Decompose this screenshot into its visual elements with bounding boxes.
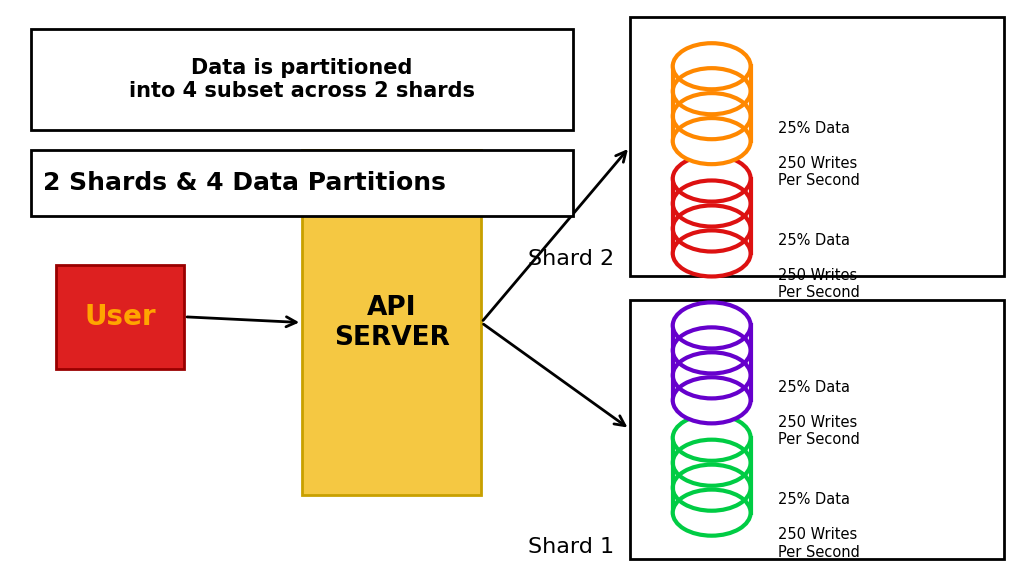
Text: 25% Data

250 Writes
Per Second: 25% Data 250 Writes Per Second (778, 380, 860, 448)
Bar (56, 265, 184, 369)
Bar (673, 325, 751, 400)
Ellipse shape (673, 490, 751, 536)
Ellipse shape (673, 377, 751, 423)
Bar (31, 150, 573, 216)
Text: Shard 2: Shard 2 (528, 249, 614, 269)
Bar (673, 438, 751, 513)
Text: Data is partitioned
into 4 subset across 2 shards: Data is partitioned into 4 subset across… (129, 58, 475, 101)
Ellipse shape (673, 118, 751, 164)
Bar (673, 179, 751, 253)
Text: 25% Data

250 Writes
Per Second: 25% Data 250 Writes Per Second (778, 121, 860, 188)
Ellipse shape (673, 156, 751, 202)
Bar (302, 150, 481, 495)
Ellipse shape (673, 230, 751, 276)
Text: Shard 1: Shard 1 (528, 537, 614, 557)
Text: 2 Shards & 4 Data Partitions: 2 Shards & 4 Data Partitions (43, 171, 445, 195)
Text: API
SERVER: API SERVER (334, 294, 450, 351)
Bar (630, 17, 1004, 276)
Bar (673, 66, 751, 141)
Text: 25% Data

250 Writes
Per Second: 25% Data 250 Writes Per Second (778, 233, 860, 301)
Text: User: User (85, 303, 156, 331)
Ellipse shape (673, 415, 751, 461)
Text: 25% Data

250 Writes
Per Second: 25% Data 250 Writes Per Second (778, 492, 860, 560)
Ellipse shape (673, 302, 751, 348)
Ellipse shape (673, 43, 751, 89)
Bar (630, 300, 1004, 559)
Bar (31, 29, 573, 130)
